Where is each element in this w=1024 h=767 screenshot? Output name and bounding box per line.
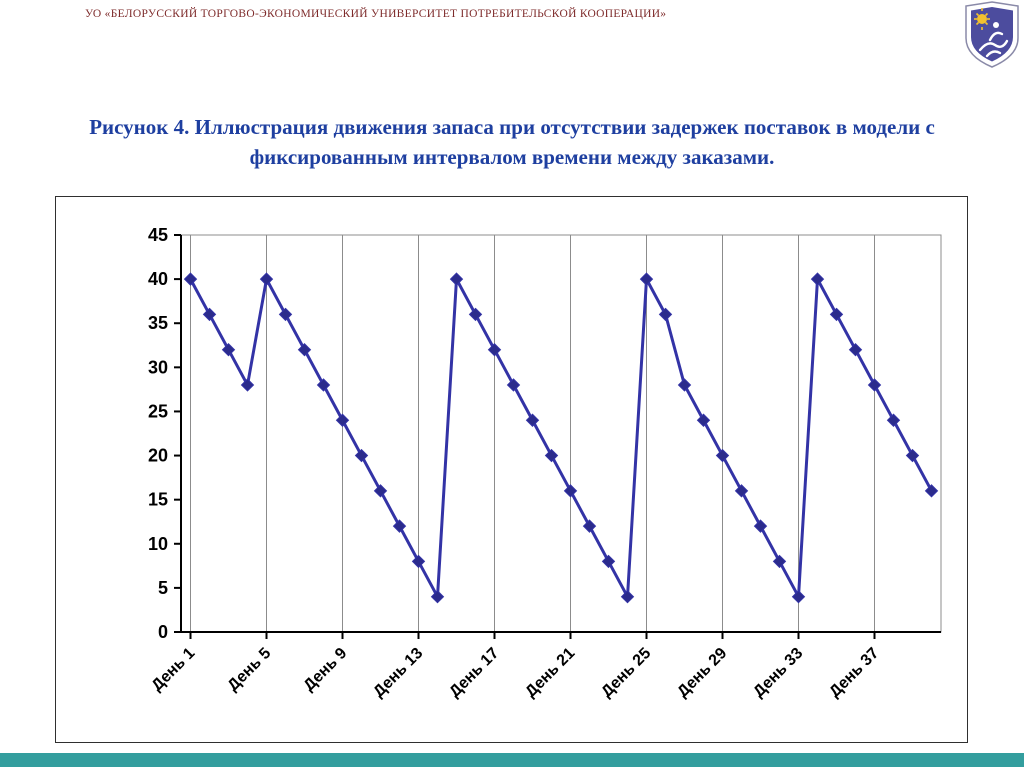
x-axis-label: День 5 — [225, 645, 275, 695]
data-point-marker — [392, 519, 407, 533]
data-point-marker — [278, 307, 293, 322]
x-axis-label: День 21 — [522, 645, 578, 701]
data-point-markers — [183, 272, 939, 604]
data-point-marker — [924, 484, 939, 498]
data-point-marker — [563, 484, 578, 498]
x-axis-label: День 9 — [301, 645, 351, 695]
data-point-marker — [639, 272, 654, 286]
data-point-marker — [886, 413, 901, 427]
data-point-marker — [848, 342, 863, 357]
data-point-marker — [316, 378, 331, 392]
data-point-marker — [715, 448, 730, 463]
data-point-marker — [468, 307, 483, 322]
data-point-marker — [487, 342, 502, 357]
data-point-marker — [753, 519, 768, 533]
data-point-marker — [202, 307, 217, 322]
data-point-marker — [677, 378, 692, 392]
data-point-marker — [810, 272, 825, 286]
y-axis-label: 45 — [148, 225, 168, 245]
x-axis-label: День 17 — [446, 645, 502, 701]
data-point-marker — [905, 448, 920, 463]
data-point-marker — [734, 484, 749, 498]
x-axis-label: День 25 — [598, 645, 654, 701]
y-axis-label: 20 — [148, 446, 168, 466]
data-point-marker — [791, 590, 806, 604]
data-point-marker — [335, 413, 350, 427]
data-point-marker — [506, 378, 521, 392]
x-axis-label: День 37 — [826, 645, 882, 701]
data-point-marker — [430, 590, 445, 604]
footer-accent-bar — [0, 753, 1024, 767]
y-axis-label: 15 — [148, 490, 168, 510]
x-axis-label: День 1 — [149, 645, 199, 695]
data-point-marker — [696, 413, 711, 427]
y-axis-label: 10 — [148, 534, 168, 554]
data-point-marker — [601, 554, 616, 569]
series-line — [189, 277, 933, 599]
data-point-marker — [411, 554, 426, 569]
y-axis-label: 40 — [148, 269, 168, 289]
y-axis-labels: 0 5 10 15 20 25 30 35 40 45 — [148, 225, 181, 642]
institution-header: УО «БЕЛОРУССКИЙ ТОРГОВО-ЭКОНОМИЧЕСКИЙ УН… — [85, 8, 667, 20]
data-point-marker — [221, 342, 236, 357]
data-point-marker — [544, 448, 559, 463]
sun-icon — [974, 8, 990, 30]
y-axis-label: 25 — [148, 401, 168, 421]
data-point-marker — [525, 413, 540, 427]
data-point-marker — [658, 307, 673, 322]
data-point-marker — [772, 554, 787, 569]
data-point-marker — [582, 519, 597, 533]
y-axis-label: 30 — [148, 357, 168, 377]
x-axis-label: День 13 — [370, 645, 426, 701]
y-axis-label: 0 — [158, 622, 168, 642]
data-point-marker — [829, 307, 844, 322]
data-point-marker — [867, 378, 882, 392]
data-point-marker — [259, 272, 274, 286]
data-point-marker — [449, 272, 464, 286]
data-point-marker — [297, 342, 312, 357]
x-axis-label: День 33 — [750, 645, 806, 701]
data-point-marker — [620, 590, 635, 604]
dancing-figures-icon — [978, 22, 1009, 58]
y-axis-label: 5 — [158, 578, 168, 598]
y-axis-label: 35 — [148, 313, 168, 333]
x-axis-label: День 29 — [674, 645, 730, 701]
data-point-marker — [240, 378, 255, 392]
figure-caption: Рисунок 4. Иллюстрация движения запаса п… — [89, 115, 935, 170]
emblem-shield-icon — [965, 1, 1019, 68]
chart-frame: 0 5 10 15 20 25 30 35 40 45 День 1 День 5 День 9 День… — [55, 196, 968, 743]
gridlines — [190, 235, 875, 632]
university-logo — [962, 0, 1022, 69]
data-point-marker — [183, 272, 198, 286]
data-point-marker — [373, 484, 388, 498]
data-point-marker — [354, 448, 369, 463]
x-axis-labels: День 1 День 5 День 9 День 13 День 17 День 21 Д… — [149, 632, 882, 701]
